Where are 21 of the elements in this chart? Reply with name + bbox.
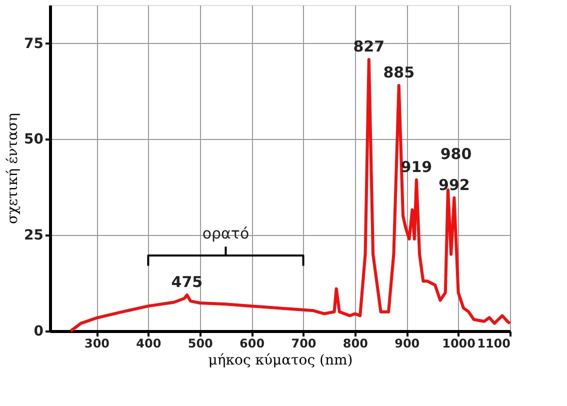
annotation: 992 xyxy=(438,176,470,194)
annotation: 827 xyxy=(353,37,385,56)
x-tick-label: 1100 xyxy=(477,336,510,350)
x-tick-label: 500 xyxy=(188,336,213,350)
x-tick-label: 700 xyxy=(291,336,316,350)
x-tick-label: 300 xyxy=(84,336,110,350)
y-axis-title: σχετική ένταση xyxy=(5,112,22,224)
annotation: 885 xyxy=(383,64,415,82)
x-axis-title: μήκος κύματος (nm) xyxy=(208,352,353,368)
x-tick-label: 900 xyxy=(394,336,420,350)
y-tick-label: 25 xyxy=(24,228,44,244)
annotation: 475 xyxy=(171,272,203,291)
annotation: ορατό xyxy=(202,224,250,243)
y-tick-label: 75 xyxy=(24,36,44,52)
annotation: 980 xyxy=(440,144,472,163)
x-tick-label: 800 xyxy=(342,336,368,350)
x-tick-label: 400 xyxy=(136,336,162,350)
y-tick-label: 0 xyxy=(34,324,44,340)
y-tick-label: 50 xyxy=(24,132,44,148)
x-tick-label: 1000 xyxy=(442,336,476,350)
x-tick-label: 600 xyxy=(240,336,265,350)
